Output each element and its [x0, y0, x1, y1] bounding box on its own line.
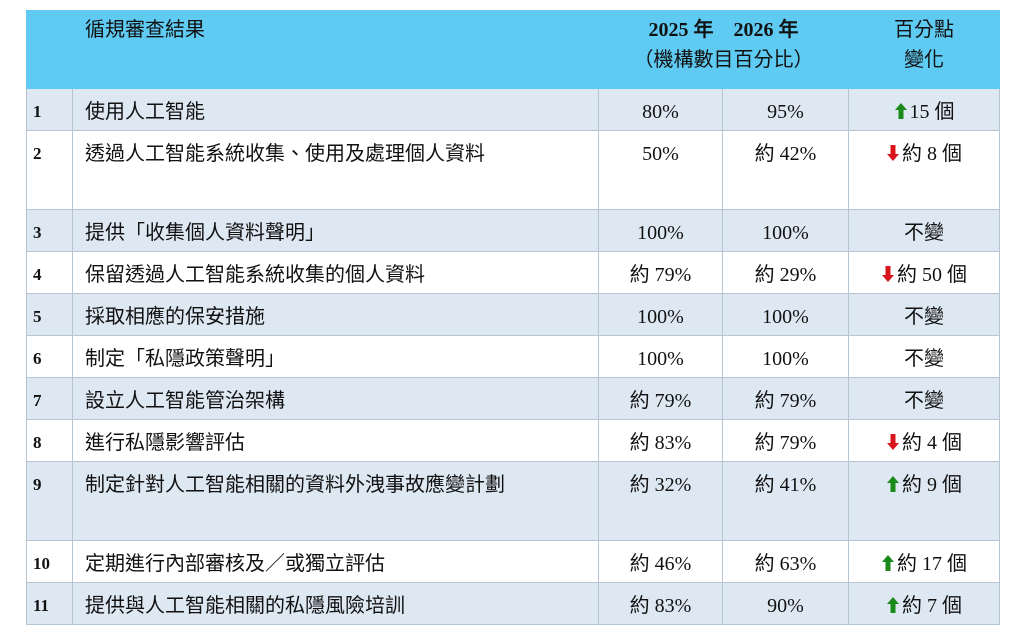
header-2025: 2025 年 [648, 19, 714, 41]
value-2025: 100% [598, 335, 723, 378]
compliance-table: 循規審查結果 2025 年 2026 年 （機構數目百分比） 百分點變化 1 使用人… [26, 10, 1000, 625]
row-item: 提供與人工智能相關的私隱風險培訓 [72, 582, 599, 625]
row-item: 設立人工智能管治架構 [72, 377, 599, 420]
row-number: 9 [26, 461, 73, 541]
row-item: 透過人工智能系統收集、使用及處理個人資料 [72, 130, 599, 210]
row-number: 6 [26, 335, 73, 378]
value-2026: 約 63% [722, 540, 849, 583]
table-row: 11 提供與人工智能相關的私隱風險培訓約 83% 90% 約 7 個 [26, 582, 1000, 625]
change-cell: 不變 [848, 209, 1000, 252]
value-2025: 100% [598, 293, 723, 336]
change-value: 約 7 個 [902, 595, 962, 617]
table-row: 3 提供「收集個人資料聲明」 100% 100% 不變 [26, 209, 1000, 252]
change-value: 約 8 個 [902, 143, 962, 165]
change-value: 15 個 [909, 101, 955, 123]
row-number: 8 [26, 419, 73, 462]
value-2025: 約 79% [598, 251, 723, 294]
value-2026: 約 42% [722, 130, 849, 210]
change-value: 約 50 個 [897, 264, 967, 286]
value-2026: 100% [722, 293, 849, 336]
change-cell: 約 9 個 [848, 461, 1000, 541]
row-number: 3 [26, 209, 73, 252]
table-row: 7 設立人工智能管治架構約 79% 約 79% 不變 [26, 377, 1000, 420]
change-value: 不變 [904, 222, 944, 244]
value-2026: 95% [722, 88, 849, 131]
up-arrow [882, 555, 894, 571]
value-2025: 約 83% [598, 582, 723, 625]
table-row: 5 採取相應的保安措施 100% 100% 不變 [26, 293, 1000, 336]
change-value: 不變 [904, 306, 944, 328]
change-cell: 約 8 個 [848, 130, 1000, 210]
header-item: 循規審查結果 [72, 10, 599, 89]
value-2026: 90% [722, 582, 849, 625]
value-2025: 約 79% [598, 377, 723, 420]
row-number: 10 [26, 540, 73, 583]
row-item: 進行私隱影響評估 [72, 419, 599, 462]
row-item: 使用人工智能 [72, 88, 599, 131]
down-arrow [882, 266, 894, 282]
value-2025: 約 32% [598, 461, 723, 541]
down-arrow [887, 434, 899, 450]
header-change-1: 百分點 [894, 19, 954, 41]
row-number: 1 [26, 88, 73, 131]
value-2026: 約 41% [722, 461, 849, 541]
row-item: 提供「收集個人資料聲明」 [72, 209, 599, 252]
table-row: 10 定期進行內部審核及／或獨立評估約 46% 約 63% 約 17 個 [26, 540, 1000, 583]
value-2026: 100% [722, 335, 849, 378]
header-2026: 2026 年 [733, 19, 799, 41]
header-cell [26, 10, 73, 89]
row-item: 制定針對人工智能相關的資料外洩事故應變計劃 [72, 461, 599, 541]
table-row: 2 透過人工智能系統收集、使用及處理個人資料 50% 約 42% 約 8 個 [26, 130, 1000, 210]
value-2026: 約 79% [722, 419, 849, 462]
header-row: 循規審查結果 2025 年 2026 年 （機構數目百分比） 百分點變化 [26, 10, 1000, 89]
value-2026: 100% [722, 209, 849, 252]
row-number: 5 [26, 293, 73, 336]
table-row: 9 制定針對人工智能相關的資料外洩事故應變計劃約 32% 約 41% 約 9 個 [26, 461, 1000, 541]
table-row: 1 使用人工智能 80% 95% 15 個 [26, 88, 1000, 131]
value-2025: 約 83% [598, 419, 723, 462]
change-cell: 約 50 個 [848, 251, 1000, 294]
value-2025: 80% [598, 88, 723, 131]
change-cell: 約 7 個 [848, 582, 1000, 625]
row-number: 11 [26, 582, 73, 625]
up-arrow [887, 597, 899, 613]
value-2025: 約 46% [598, 540, 723, 583]
change-value: 不變 [904, 390, 944, 412]
row-item: 制定「私隱政策聲明」 [72, 335, 599, 378]
header-years: 2025 年 2026 年 （機構數目百分比） [598, 10, 849, 89]
header-change-2: 變化 [904, 49, 944, 71]
change-value: 約 17 個 [897, 553, 967, 575]
change-cell: 不變 [848, 293, 1000, 336]
row-number: 7 [26, 377, 73, 420]
row-item: 定期進行內部審核及／或獨立評估 [72, 540, 599, 583]
value-2025: 50% [598, 130, 723, 210]
change-cell: 15 個 [848, 88, 1000, 131]
up-arrow [887, 476, 899, 492]
table-row: 8 進行私隱影響評估約 83% 約 79% 約 4 個 [26, 419, 1000, 462]
row-number: 4 [26, 251, 73, 294]
up-arrow [894, 103, 907, 119]
change-cell: 不變 [848, 335, 1000, 378]
value-2025: 100% [598, 209, 723, 252]
header-unit: （機構數目百分比） [633, 49, 814, 71]
row-item: 保留透過人工智能系統收集的個人資料 [72, 251, 599, 294]
change-cell: 約 17 個 [848, 540, 1000, 583]
change-value: 約 9 個 [902, 474, 962, 496]
header-change: 百分點 變化 [848, 10, 1000, 89]
table-row: 6 制定「私隱政策聲明」 100% 100% 不變 [26, 335, 1000, 378]
table-row: 4 保留透過人工智能系統收集的個人資料約 79% 約 29% 約 50 個 [26, 251, 1000, 294]
row-item: 採取相應的保安措施 [72, 293, 599, 336]
change-cell: 不變 [848, 377, 1000, 420]
row-number: 2 [26, 130, 73, 210]
change-cell: 約 4 個 [848, 419, 1000, 462]
value-2026: 約 29% [722, 251, 849, 294]
down-arrow [887, 145, 899, 161]
value-2026: 約 79% [722, 377, 849, 420]
change-value: 不變 [904, 348, 944, 370]
change-value: 約 4 個 [902, 432, 962, 454]
